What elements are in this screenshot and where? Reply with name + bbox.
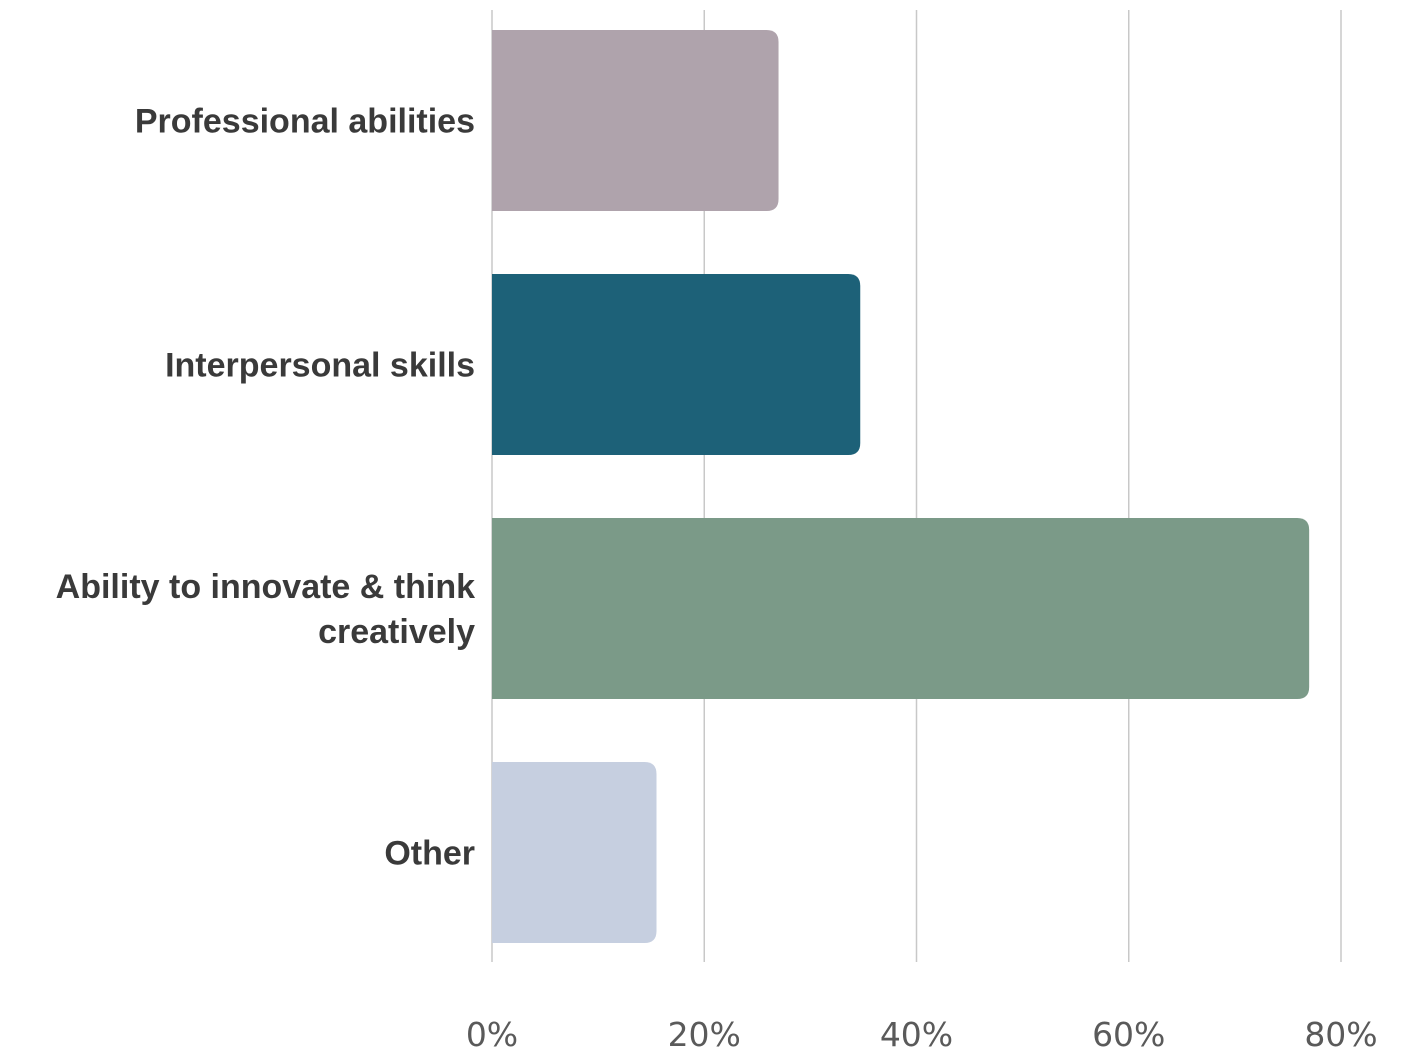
category-label-line: Professional abilities xyxy=(135,103,475,141)
category-label-line: Ability to innovate & think xyxy=(56,568,475,606)
bars xyxy=(492,30,1310,943)
x-tick-label: 20% xyxy=(668,1015,741,1053)
x-tick-label: 80% xyxy=(1304,1015,1377,1053)
bar xyxy=(492,518,1310,699)
category-label: Interpersonal skills xyxy=(165,347,475,385)
x-axis-tick-labels: 0% 20% 40% 60% 80% xyxy=(466,1015,1378,1053)
x-tick-label: 0% xyxy=(466,1015,518,1053)
bar xyxy=(492,762,657,943)
category-label-line: creatively xyxy=(318,613,475,651)
category-label: Other xyxy=(384,835,475,873)
category-label: Professional abilities xyxy=(135,103,475,141)
x-tick-label: 60% xyxy=(1092,1015,1165,1053)
category-label: Ability to innovate & think creatively xyxy=(56,568,475,651)
bar xyxy=(492,274,861,455)
category-label-line: Other xyxy=(384,835,475,873)
category-labels: Professional abilities Interpersonal skil… xyxy=(56,103,475,873)
x-tick-label: 40% xyxy=(880,1015,953,1053)
bar xyxy=(492,30,779,211)
category-label-line: Interpersonal skills xyxy=(165,347,475,385)
